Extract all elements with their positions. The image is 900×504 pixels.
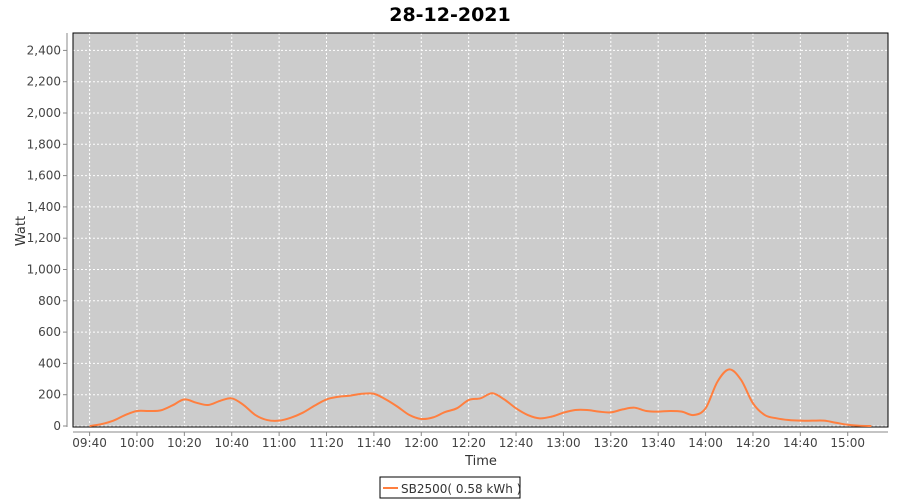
x-tick-label: 14:40 <box>783 436 818 450</box>
y-tick-label: 1,800 <box>27 137 61 151</box>
x-tick-label: 13:40 <box>641 436 676 450</box>
x-tick-label: 11:40 <box>357 436 392 450</box>
x-tick-label: 09:40 <box>72 436 107 450</box>
x-tick-label: 13:20 <box>594 436 629 450</box>
x-tick-label: 14:20 <box>736 436 771 450</box>
x-tick-label: 12:00 <box>404 436 439 450</box>
y-tick-label: 1,200 <box>27 231 61 245</box>
x-tick-label: 14:00 <box>688 436 723 450</box>
y-tick-label: 800 <box>38 294 61 308</box>
x-tick-label: 12:40 <box>499 436 534 450</box>
x-tick-label: 11:00 <box>262 436 297 450</box>
x-tick-label: 13:00 <box>546 436 581 450</box>
y-tick-label: 0 <box>53 419 61 433</box>
y-tick-label: 2,400 <box>27 43 61 57</box>
y-tick-label: 600 <box>38 325 61 339</box>
y-tick-label: 1,400 <box>27 200 61 214</box>
y-tick-label: 200 <box>38 388 61 402</box>
x-tick-label: 10:40 <box>214 436 249 450</box>
legend-label: SB2500( 0.58 kWh ) <box>401 482 521 496</box>
y-tick-label: 1,600 <box>27 169 61 183</box>
series-line <box>89 368 872 427</box>
x-tick-label: 10:20 <box>167 436 202 450</box>
y-ticks: 0 200 400 600 800 1,000 1,200 1,400 1,600 1,800 2,… <box>27 43 67 433</box>
series-layer <box>89 368 872 427</box>
y-axis-label: Watt <box>14 216 29 246</box>
x-ticks: 09:40 10:00 10:20 10:40 11:00 11:20 11:40 12:00… <box>72 432 865 450</box>
x-tick-label: 11:20 <box>309 436 344 450</box>
legend-box <box>379 476 521 499</box>
chart-title: 28-12-2021 <box>389 4 511 26</box>
plot-border <box>72 32 889 428</box>
x-tick-label: 10:00 <box>120 436 155 450</box>
x-tick-label: 15:00 <box>830 436 865 450</box>
y-tick-label: 1,000 <box>27 263 61 277</box>
x-tick-label: 12:20 <box>451 436 486 450</box>
grid <box>73 33 888 427</box>
y-tick-label: 2,000 <box>27 106 61 120</box>
plot-area <box>73 33 888 427</box>
legend: SB2500( 0.58 kWh ) <box>379 476 521 499</box>
x-axis-label: Time <box>464 454 497 469</box>
y-tick-label: 2,200 <box>27 75 61 89</box>
y-tick-label: 400 <box>38 356 61 370</box>
